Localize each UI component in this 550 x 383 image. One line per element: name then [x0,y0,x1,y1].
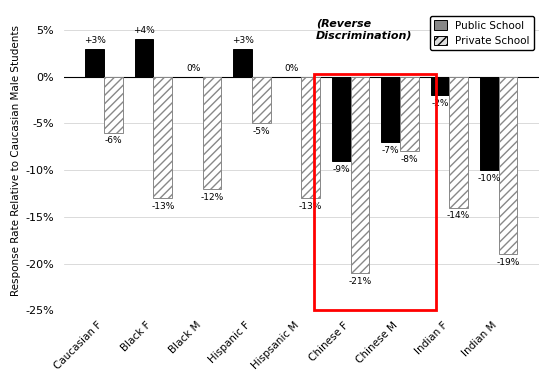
Bar [233,49,252,77]
Bar [351,77,370,273]
Bar [153,77,172,198]
Y-axis label: Response Rate Relative to Caucasian Male Students: Response Rate Relative to Caucasian Male… [11,25,21,296]
Text: +3%: +3% [232,36,254,45]
Text: -21%: -21% [348,277,372,286]
Legend: Public School, Private School: Public School, Private School [430,16,534,50]
Text: -19%: -19% [496,258,520,267]
Text: -10%: -10% [477,174,501,183]
Text: -6%: -6% [104,136,122,146]
Text: -14%: -14% [447,211,470,220]
Bar [449,77,468,208]
Text: 0%: 0% [285,64,299,73]
Text: -5%: -5% [252,127,270,136]
Bar [301,77,320,198]
Text: -13%: -13% [299,202,322,211]
Bar [400,77,419,151]
Bar [332,77,351,161]
Text: -2%: -2% [431,99,449,108]
Bar [381,77,400,142]
Text: +3%: +3% [84,36,106,45]
Text: -7%: -7% [382,146,399,155]
Text: -13%: -13% [151,202,174,211]
Bar [104,77,123,133]
Bar [480,77,498,170]
Text: (Reverse
Discrimination): (Reverse Discrimination) [316,19,412,40]
Text: -12%: -12% [200,193,224,201]
Bar [203,77,222,189]
Bar [498,77,518,254]
Bar [314,74,437,311]
Text: 0%: 0% [186,64,201,73]
Text: +4%: +4% [133,26,155,36]
Text: -9%: -9% [332,165,350,173]
Text: -8%: -8% [400,155,418,164]
Bar [135,39,153,77]
Bar [431,77,449,95]
Bar [252,77,271,123]
Bar [85,49,104,77]
